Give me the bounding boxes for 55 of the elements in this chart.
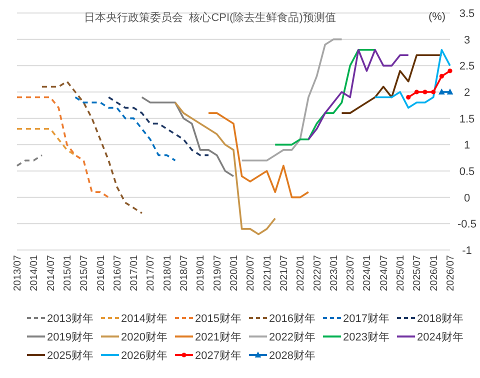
x-tick-label: 2015/01	[62, 254, 74, 292]
chart-title: 日本央行政策委员会 核心CPI(除去生鲜食品)预测值	[84, 11, 336, 24]
x-tick-label: 2014/01	[29, 254, 40, 292]
y-tick-label: 1	[464, 140, 470, 152]
legend-label: 2027财年	[195, 349, 242, 362]
y-tick-label: -1	[462, 245, 472, 257]
x-tick-label: 2022/01	[296, 254, 307, 292]
x-tick-label: 2026/01	[428, 254, 440, 292]
x-tick-label: 2020/07	[246, 254, 257, 292]
x-tick-label: 2015/07	[79, 254, 90, 292]
legend-label: 2013财年	[47, 312, 94, 325]
x-tick-label: 2019/01	[196, 254, 207, 292]
y-tick-label: 2.5	[459, 60, 475, 73]
x-tick-label: 2023/01	[328, 254, 340, 292]
x-tick-label: 2017/07	[146, 254, 157, 292]
legend-label: 2017财年	[343, 312, 390, 325]
x-tick-label: 2018/07	[179, 254, 190, 292]
x-tick-label: 2018/01	[162, 254, 174, 292]
legend-label: 2019财年	[47, 330, 94, 344]
x-tick-label: 2024/01	[362, 254, 374, 292]
x-tick-label: 2016/07	[112, 254, 124, 292]
x-tick-label: 2024/07	[378, 254, 390, 292]
x-tick-label: 2026/07	[446, 254, 456, 292]
legend-label: 2025财年	[47, 349, 94, 362]
legend-label: 2022财年	[269, 330, 316, 344]
x-tick-label: 2021/01	[262, 254, 274, 292]
y-tick-label: 1.5	[459, 113, 475, 126]
x-tick-label: 2013/07	[12, 254, 24, 292]
x-tick-label: 2020/01	[229, 254, 240, 292]
x-tick-label: 2022/07	[312, 254, 324, 292]
legend-label: 2014财年	[121, 312, 168, 325]
x-tick-label: 2016/01	[96, 254, 107, 292]
y-tick-label: 3.5	[459, 8, 475, 20]
x-tick-label: 2017/01	[129, 254, 140, 292]
y-axis-title: (%)	[428, 11, 446, 23]
legend-label: 2028财年	[269, 349, 316, 362]
legend-label: 2024财年	[417, 330, 464, 344]
x-tick-label: 2014/07	[46, 254, 57, 292]
x-tick-label: 2023/07	[346, 254, 357, 292]
legend-label: 2023财年	[343, 330, 390, 344]
legend-label: 2026财年	[121, 349, 168, 362]
legend-label: 2016财年	[269, 312, 316, 325]
legend-label: 2015财年	[195, 312, 242, 325]
legend-label: 2018财年	[417, 312, 464, 325]
legend-label: 2020财年	[121, 330, 168, 344]
y-tick-label: 0	[464, 192, 470, 204]
y-tick-label: 2	[464, 87, 470, 99]
x-tick-label: 2021/07	[278, 254, 290, 292]
y-tick-label: 0.5	[459, 166, 475, 178]
y-tick-label: 3	[464, 34, 470, 46]
x-tick-label: 2025/07	[412, 254, 424, 292]
x-tick-label: 2025/01	[396, 254, 407, 292]
legend-label: 2021财年	[195, 330, 242, 344]
x-tick-label: 2019/07	[212, 254, 224, 292]
y-tick-label: -0.5	[458, 218, 476, 231]
